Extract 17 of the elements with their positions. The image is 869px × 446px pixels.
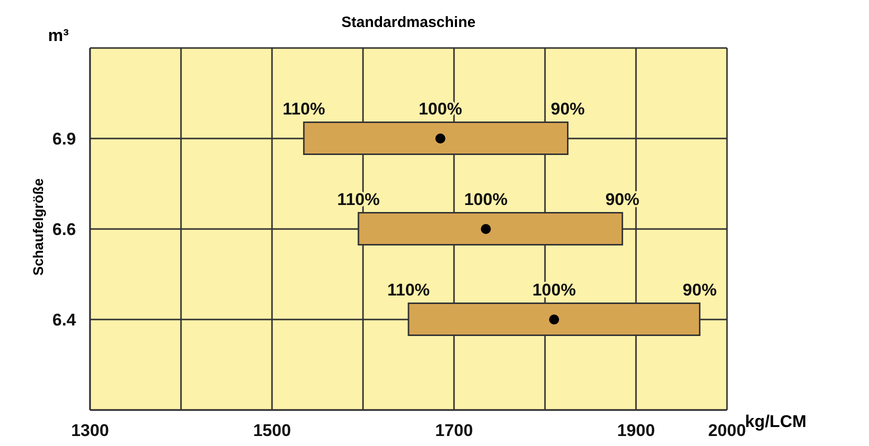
text: m³ (48, 26, 69, 46)
x-tick-label: 1700 (435, 421, 473, 440)
annotation: 110% (387, 280, 430, 300)
x-tick-label: 1500 (253, 421, 291, 440)
annotation: 90% (682, 280, 717, 300)
annotation: 100% (464, 190, 508, 209)
annotation: 110% (282, 100, 326, 118)
x-tick-label: 1300 (71, 421, 109, 440)
x-axis-title: kg/LCM (745, 412, 806, 431)
chart-title: Standardmaschine (340, 14, 477, 31)
y-tick-label: 6.4 (52, 310, 77, 330)
annotation: 90% (550, 100, 585, 118)
y-tick-label: 6.9 (52, 130, 76, 149)
x-tick-label: 2000 (708, 421, 746, 440)
y-tick-label: 6.6 (52, 220, 76, 240)
y-axis-title: Schaufelgröße (30, 177, 46, 278)
x-tick-label: 1900 (617, 421, 655, 440)
